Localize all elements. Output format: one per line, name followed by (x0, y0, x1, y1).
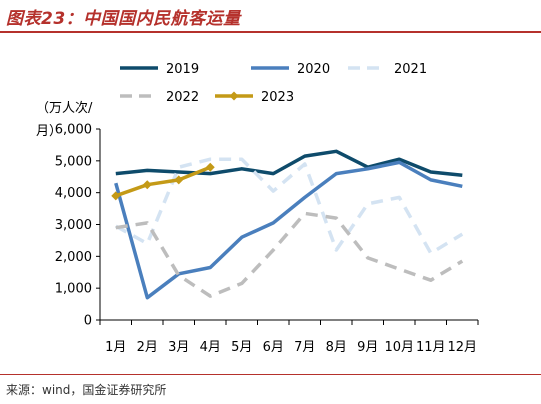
source-note: 来源：wind，国金证券研究所 (6, 383, 167, 397)
legend-label-2020: 2020 (297, 62, 330, 77)
y-tick-label: 3,000 (55, 218, 92, 233)
x-tick-label: 3月 (168, 340, 189, 355)
line-chart: 2019 2020 2021 2022 2023 （万人次/ 月） 0 1,000 2,00… (36, 62, 479, 355)
data-point-2023 (174, 175, 184, 185)
series-line-2022 (115, 211, 464, 298)
x-tick-label: 12月 (447, 340, 477, 355)
legend-label-2019: 2019 (166, 62, 199, 77)
x-tick-label: 5月 (231, 340, 252, 355)
x-tick-label: 2月 (137, 340, 158, 355)
legend-label-2022: 2022 (166, 90, 199, 105)
data-point-2023 (205, 162, 215, 172)
x-tick-label: 1月 (105, 340, 126, 355)
x-tick-label: 8月 (326, 340, 347, 355)
y-tick-label: 6,000 (55, 123, 92, 138)
x-tick-label: 11月 (416, 340, 446, 355)
chart-series (111, 149, 464, 300)
legend-label-2023: 2023 (261, 90, 294, 105)
title-divider (0, 31, 541, 33)
y-tick-label: 4,000 (55, 186, 92, 201)
chart-axes: 0 1,000 2,000 3,000 4,000 5,000 6,000 1月 2月 3月 4月 5… (55, 123, 479, 355)
data-point-2023 (142, 180, 152, 190)
legend-label-2021: 2021 (394, 62, 427, 77)
footer-divider (0, 374, 541, 375)
series-line-2020 (114, 160, 463, 300)
y-tick-label: 2,000 (55, 250, 92, 265)
series-line-2023 (115, 165, 211, 198)
x-tick-label: 9月 (357, 340, 378, 355)
x-tick-label: 10月 (384, 340, 414, 355)
x-tick-label: 6月 (263, 340, 284, 355)
x-tick-label: 4月 (200, 340, 221, 355)
legend-marker-2023 (229, 91, 239, 101)
figure-title: 图表23：中国国内民航客运量 (6, 9, 241, 29)
y-tick-label: 5,000 (55, 154, 92, 169)
y-axis-label-line2: 月） (36, 124, 62, 139)
chart-legend: 2019 2020 2021 2022 2023 (120, 62, 427, 105)
y-tick-label: 0 (84, 314, 92, 329)
x-tick-label: 7月 (294, 340, 315, 355)
data-point-2023 (111, 191, 121, 201)
series-line-2019 (115, 149, 463, 177)
y-axis-label-line1: （万人次/ (36, 100, 93, 116)
y-tick-label: 1,000 (55, 282, 92, 297)
series-line-2021 (114, 157, 464, 255)
